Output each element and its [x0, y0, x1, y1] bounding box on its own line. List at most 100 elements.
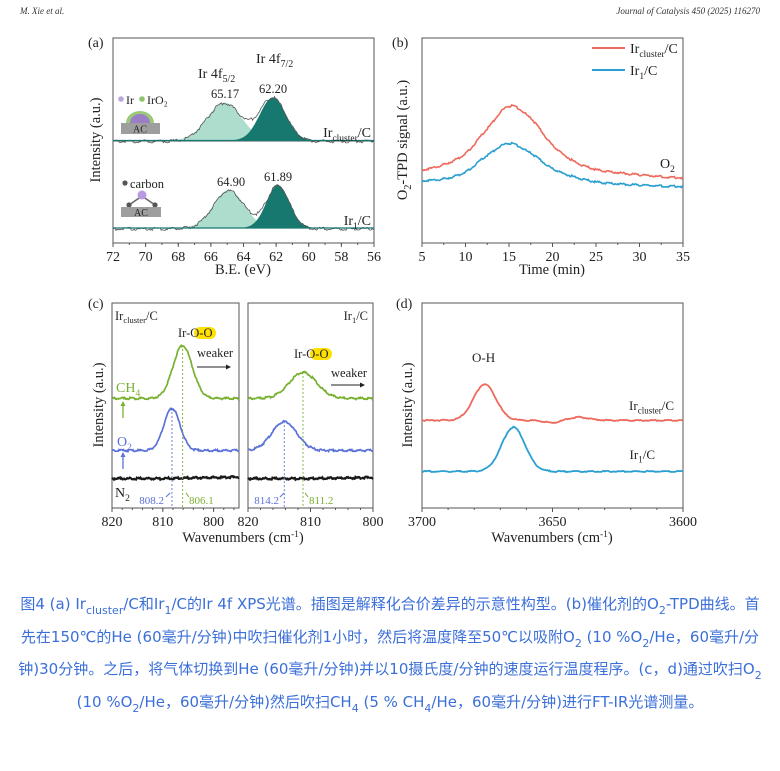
ftir-series-line: [247, 419, 374, 453]
peak-marker-value: 806.1: [189, 495, 214, 507]
caption-subscript: 2: [658, 604, 666, 617]
caption-subscript: 2: [132, 701, 140, 715]
sample-label-ir1: Ir1/C: [344, 309, 368, 325]
y-axis-label: Intensity (a.u.): [91, 362, 107, 447]
x-axis-label: Time (min): [519, 262, 585, 278]
caption-text: /He，60毫升/分钟)然后吹扫CH: [139, 692, 352, 711]
x-tick-label: 68: [171, 250, 185, 265]
peak-fill-area: [113, 190, 374, 229]
legend-entry: Ircluster/C: [630, 42, 678, 60]
peak-marker-value: 814.2: [254, 495, 279, 507]
support-label: AC: [134, 208, 148, 219]
caption-subscript: 4: [424, 701, 432, 715]
x-axis-label: Wavenumbers (cm-1): [182, 530, 304, 546]
x-tick-label: 10: [459, 250, 473, 265]
iro2-icon: [139, 96, 145, 102]
weaker-label: weaker: [331, 366, 368, 380]
legend: Ircluster/C Ir1/C: [592, 42, 678, 82]
ftir-series-line: [111, 475, 240, 482]
x-tick-label: 810: [300, 515, 321, 530]
ftir-series-line: [247, 475, 374, 482]
gas-label-o2: O2: [660, 157, 675, 175]
ftir-series-line: [111, 343, 240, 401]
tpd-series-line: [421, 141, 684, 189]
support-label: AC: [133, 125, 147, 136]
header-journal: Journal of Catalysis 450 (2025) 116270: [616, 6, 760, 16]
x-tick-label: 820: [102, 515, 123, 530]
ftir-series-line: [111, 407, 240, 454]
peak-marker-value: 811.2: [309, 495, 333, 507]
x-tick-label: 5: [419, 250, 426, 265]
caption-subscript: cluster: [85, 604, 124, 617]
peak-label-4f52: Ir 4f5/2: [198, 67, 235, 85]
x-tick-label: 60: [302, 250, 316, 265]
figure-caption: 图4 (a) Ircluster/C和Ir1/C的Ir 4f XPS光谱。插图是…: [18, 588, 762, 718]
ftir-oh-series-line: [422, 383, 684, 424]
x-tick-label: 800: [203, 515, 224, 530]
caption-text: /C和Ir: [123, 595, 165, 613]
series-label-o2: O2: [117, 435, 132, 453]
x-tick-label: 64: [237, 250, 251, 265]
series-label-ch4: CH4: [116, 381, 140, 399]
x-tick-label: 3700: [408, 515, 436, 530]
weaker-label: weaker: [197, 346, 234, 360]
caption-text: (10 %O: [76, 692, 133, 711]
peak-value: 62.20: [259, 82, 287, 96]
pointer-icon: [279, 492, 285, 498]
panel-a-tag: (a): [88, 36, 104, 51]
legend-iro2: IrO₂: [147, 93, 168, 107]
x-tick-label: 70: [139, 250, 153, 265]
peak-value: 65.17: [211, 87, 239, 101]
series-label-ir1: Ir1/C: [630, 447, 655, 465]
iroo-label: Ir-O-O: [178, 326, 212, 340]
support-block-icon: [121, 123, 160, 134]
panel-d-tag: (d): [396, 297, 413, 312]
pointer-icon: [185, 492, 190, 498]
support-block-icon: [121, 207, 161, 217]
x-axis-label: Wavenumbers (cm-1): [491, 530, 613, 546]
caption-subscript: 2: [754, 669, 762, 682]
caption-subscript: 2: [574, 636, 582, 650]
y-axis-label: Intensity (a.u.): [88, 97, 104, 182]
x-tick-label: 20: [546, 250, 560, 265]
series-label-ircluster: Ircluster/C: [629, 398, 674, 416]
legend-entry: Ir1/C: [630, 64, 657, 82]
panel-c-tag: (c): [88, 297, 104, 312]
pointer-icon: [304, 492, 309, 498]
caption-subscript: 1: [164, 604, 172, 617]
figure: 72 70 68 66 64 62 60 58 56 B.E. (eV) Intensity (a.…: [88, 36, 697, 546]
caption-text: -TPD曲线。首先在150℃的He (60毫升/分钟)中吹扫催化剂1小时，然后将…: [20, 595, 760, 646]
x-tick-label: 72: [106, 250, 120, 265]
plot-frame: [111, 302, 240, 509]
panel-b-tag: (b): [392, 36, 409, 51]
peak-value: 61.89: [264, 170, 292, 184]
peak-marker-value: 808.2: [139, 495, 164, 507]
series-label-ir1: Ir1/C: [344, 214, 371, 232]
y-axis-label: Intensity (a.u.): [400, 362, 416, 447]
pointer-icon: [165, 492, 171, 498]
legend-ir: Ir: [126, 93, 134, 107]
iroo-label: Ir-O-O: [294, 347, 328, 361]
carbon-atom-icon: [122, 180, 128, 186]
oh-label: O-H: [472, 350, 495, 365]
peak-value: 64.90: [217, 175, 245, 189]
cluster-core-icon: [130, 114, 150, 123]
sample-label-ircluster: Ircluster/C: [115, 309, 158, 325]
series-label-ircluster: Ircluster/C: [323, 126, 371, 144]
caption-text: /C的Ir 4f XPS光谱。插图是解释化合价差异的示意性构型。(b)催化剂的O: [171, 595, 659, 613]
tpd-series-line: [421, 104, 684, 180]
x-tick-label: 35: [676, 250, 690, 265]
peak-fill-area: [113, 102, 374, 141]
caption-subscript: 2: [642, 636, 650, 650]
legend-carbon: carbon: [130, 177, 165, 191]
x-tick-label: 30: [633, 250, 647, 265]
x-tick-label: 810: [152, 515, 173, 530]
x-tick-label: 800: [363, 515, 384, 530]
single-atom-icon: [137, 190, 147, 200]
x-tick-label: 3650: [539, 515, 567, 530]
x-axis-label: B.E. (eV): [215, 262, 271, 278]
x-tick-label: 25: [589, 250, 603, 265]
x-tick-label: 3600: [669, 515, 697, 530]
x-tick-label: 58: [334, 250, 348, 265]
caption-text: /He，60毫升/分钟)进行FT-IR光谱测量。: [431, 692, 704, 711]
